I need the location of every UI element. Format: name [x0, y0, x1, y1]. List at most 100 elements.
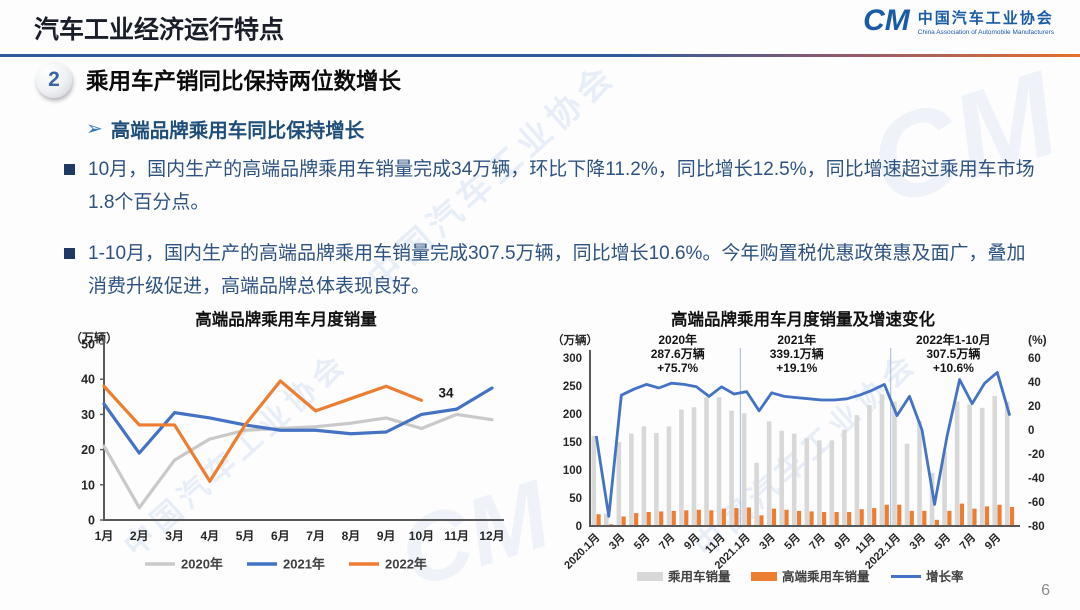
legend-swatch	[751, 572, 777, 581]
bar-premium-sales	[596, 514, 601, 526]
legend-label: 2021年	[283, 557, 325, 572]
bar-passenger-sales	[641, 426, 647, 526]
bar-passenger-sales	[654, 433, 659, 526]
line-series-2020年	[102, 412, 494, 510]
x-tick-label: 10月	[409, 529, 434, 543]
bar-passenger-sales	[954, 401, 960, 526]
x-tick-label: 9月	[982, 531, 1003, 552]
right-y-tick-label: 20	[1028, 401, 1041, 413]
left-y-tick-label: 50	[569, 493, 582, 505]
x-tick-label: 3月	[756, 531, 777, 552]
chart-a-canvas: （万辆） 0 10 20 30 40 50 1月 2月 3月 4月 5月 6月 7月 8月 9月 10月 11月 1…	[70, 330, 505, 572]
bar-passenger-sales	[879, 394, 885, 526]
bar-passenger-sales	[791, 433, 797, 526]
bar-passenger-sales	[892, 401, 897, 526]
left-y-tick-label: 250	[563, 381, 582, 393]
bar-premium-sales	[847, 512, 852, 526]
bar-premium-sales	[984, 506, 990, 526]
x-tick-label: 12月	[479, 529, 504, 543]
bar-passenger-sales	[1004, 401, 1010, 526]
caam-logo-name-en: China Association of Automobile Manufact…	[917, 28, 1054, 36]
year-summary-annotation: 2020年	[658, 332, 697, 347]
y-tick-label: 30	[81, 408, 95, 422]
left-y-tick-label: 100	[563, 465, 582, 477]
x-tick-label: 2月	[130, 529, 149, 543]
x-tick-label: 5月	[782, 531, 803, 552]
bar-passenger-sales	[603, 513, 609, 526]
bar-passenger-sales	[591, 435, 597, 526]
bar-premium-sales	[684, 510, 689, 526]
x-tick-label: 9月	[377, 529, 396, 543]
section-number-badge: 2	[36, 62, 72, 98]
left-y-tick-label: 0	[576, 521, 582, 533]
bar-premium-sales	[734, 508, 739, 526]
year-summary-annotation: 339.1万辆	[770, 346, 824, 361]
bar-premium-sales	[959, 503, 965, 526]
bar-premium-sales	[809, 511, 814, 526]
x-tick-label: 8月	[342, 529, 361, 543]
bar-passenger-sales	[816, 440, 822, 526]
bar-premium-sales	[759, 515, 764, 526]
chart-b-canvas: （万辆） (%)050100150200250300-80-60-40-20020…	[552, 332, 1047, 584]
x-tick-label: 5月	[932, 531, 953, 552]
arrow-bullet-icon: ➢	[86, 117, 103, 140]
square-bullet-icon	[64, 164, 75, 175]
left-y-tick-label: 150	[563, 437, 582, 449]
year-summary-annotation: 2021年	[777, 332, 816, 347]
x-tick-label: 3月	[606, 531, 627, 552]
bar-premium-sales	[872, 508, 877, 526]
section-title: 乘用车产销同比保持两位数增长	[86, 69, 402, 94]
bar-passenger-sales	[666, 426, 672, 526]
bar-passenger-sales	[716, 397, 722, 526]
page-number: 6	[1041, 582, 1050, 599]
bar-passenger-sales	[967, 404, 972, 526]
bar-premium-sales	[721, 508, 726, 526]
bar-premium-sales	[821, 512, 827, 526]
bullet-item: 1-10月，国内生产的高端品牌乘用车销量完成307.5万辆，同比增长10.6%。…	[64, 238, 1036, 303]
year-summary-annotation: +10.6%	[933, 361, 974, 375]
slide-title: 汽车工业经济运行特点	[34, 16, 285, 44]
x-tick-label: 6月	[271, 529, 290, 543]
bar-passenger-sales	[766, 421, 772, 526]
bar-passenger-sales	[842, 429, 847, 526]
bar-premium-sales	[884, 504, 889, 526]
legend-label: 乘用车销量	[667, 569, 731, 584]
bar-premium-sales	[796, 510, 802, 526]
legend-label: 增长率	[926, 569, 964, 584]
legend-label: 2020年	[181, 557, 223, 572]
bar-premium-sales	[922, 510, 927, 526]
bar-passenger-sales	[867, 405, 872, 526]
bullet-text: 10月，国内生产的高端品牌乘用车销量完成34万辆，环比下降11.2%，同比增长1…	[88, 159, 1035, 213]
bar-passenger-sales	[729, 410, 734, 526]
bar-premium-sales	[771, 508, 777, 526]
bar-passenger-sales	[942, 451, 947, 526]
year-summary-annotation: 307.5万辆	[926, 346, 980, 361]
bar-premium-sales	[909, 510, 914, 526]
header-divider	[0, 54, 1080, 57]
y-tick-label: 10	[81, 478, 95, 492]
y-tick-label: 0	[88, 514, 95, 528]
subsection-heading: ➢ 高端品牌乘用车同比保持增长	[86, 114, 364, 143]
line-series-2021年	[102, 386, 494, 455]
x-tick-label: 7月	[807, 531, 828, 552]
x-tick-label: 5月	[631, 531, 652, 552]
bar-passenger-sales	[616, 442, 622, 526]
left-y-tick-label: 200	[563, 409, 582, 421]
axes	[589, 350, 1020, 527]
x-tick-label: 7月	[957, 531, 978, 552]
bar-premium-sales	[834, 512, 839, 526]
bar-premium-sales	[646, 512, 651, 526]
bar-passenger-sales	[854, 415, 860, 526]
x-tick-label: 5月	[236, 529, 255, 543]
chart-a-unit-label: （万辆）	[70, 330, 118, 345]
x-tick-label: 3月	[165, 529, 184, 543]
x-tick-label: 7月	[656, 531, 677, 552]
subsection-title: 高端品牌乘用车同比保持增长	[110, 120, 365, 142]
bar-premium-sales	[709, 510, 714, 526]
right-y-tick-label: 40	[1028, 377, 1041, 389]
square-bullet-icon	[64, 248, 75, 259]
y-tick-label: 20	[81, 443, 95, 457]
legend-swatch	[637, 572, 663, 581]
x-tick-label: 3月	[907, 531, 928, 552]
growth-rate-line	[594, 371, 1012, 518]
